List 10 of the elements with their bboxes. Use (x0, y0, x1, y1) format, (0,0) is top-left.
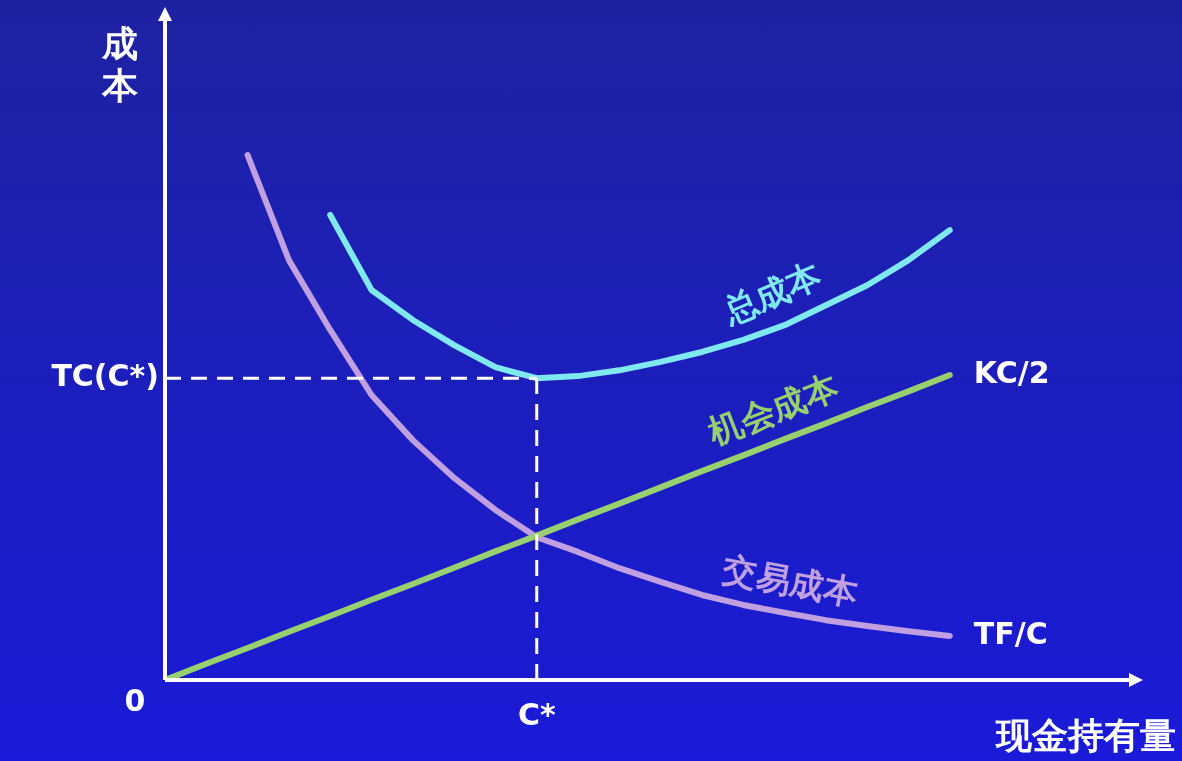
text: 总成本 (715, 254, 828, 332)
y-axis-title: 成本 (101, 23, 138, 107)
text: 0 (124, 682, 146, 718)
x-axis-title: 现金持有量 (994, 715, 1176, 757)
text: 机会成本 (701, 365, 845, 453)
text: KC/2 (973, 354, 1050, 390)
text: TF/C (973, 615, 1048, 651)
text: C* (517, 696, 556, 732)
annotation: TC(C*) (51, 358, 159, 393)
text: 交易成本 (718, 548, 862, 614)
